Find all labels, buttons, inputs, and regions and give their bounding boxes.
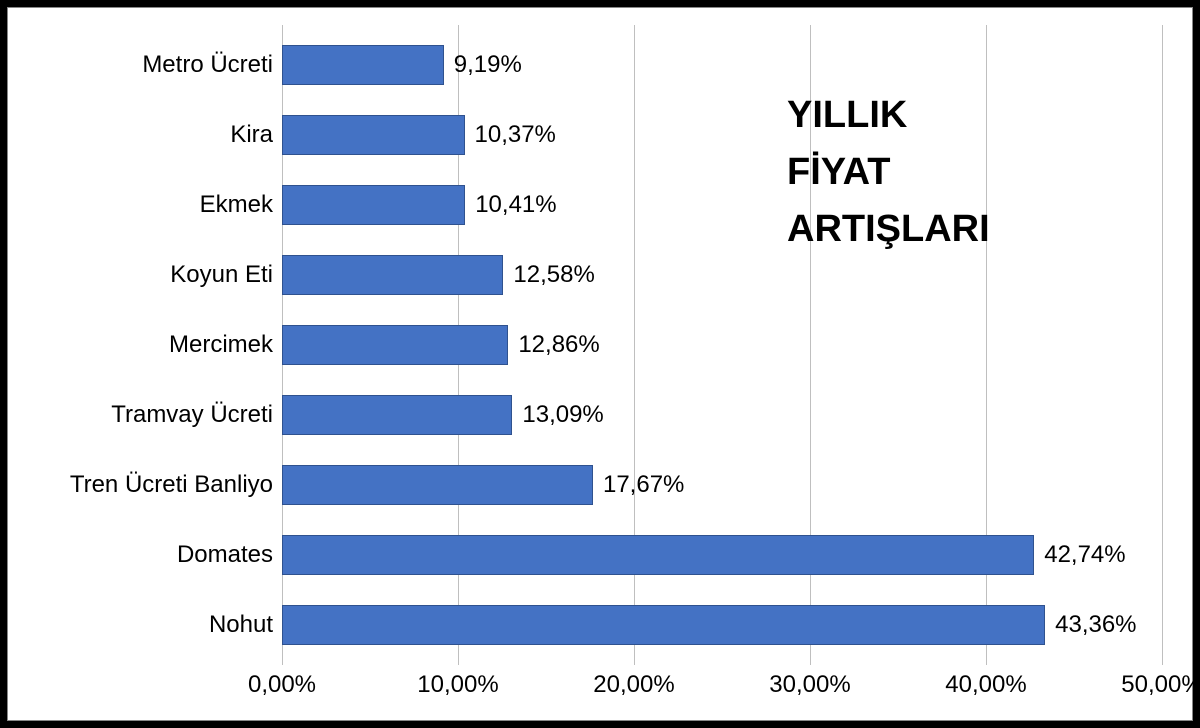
x-tick-label: 50,00%	[1102, 671, 1200, 699]
bar-value-label: 9,19%	[444, 45, 522, 85]
bar-value-label: 13,09%	[512, 395, 603, 435]
category-label: Kira	[23, 115, 273, 155]
category-label: Mercimek	[23, 325, 273, 365]
bar-row: 12,86%	[282, 325, 1162, 365]
x-tick-label: 20,00%	[574, 671, 694, 699]
bar-row: 10,41%	[282, 185, 1162, 225]
category-label: Ekmek	[23, 185, 273, 225]
category-label: Tramvay Ücreti	[23, 395, 273, 435]
bar	[282, 465, 593, 505]
bar	[282, 255, 503, 295]
bar	[282, 535, 1034, 575]
chart-title: YILLIKFİYATARTIŞLARI	[787, 87, 990, 258]
bar-value-label: 12,58%	[503, 255, 594, 295]
chart-title-line: FİYAT	[787, 144, 990, 201]
bar	[282, 185, 465, 225]
chart-frame: 9,19% 10,37% 10,41% 12,58% 12,86% 13,09% 17,67…	[6, 6, 1194, 722]
chart-title-line: YILLIK	[787, 87, 990, 144]
plot-area: 9,19% 10,37% 10,41% 12,58% 12,86% 13,09% 17,67…	[282, 25, 1162, 665]
bar-row: 43,36%	[282, 605, 1162, 645]
chart-title-line: ARTIŞLARI	[787, 201, 990, 258]
bar-value-label: 17,67%	[593, 465, 684, 505]
bar-value-label: 42,74%	[1034, 535, 1125, 575]
bar-row: 9,19%	[282, 45, 1162, 85]
x-tick-label: 10,00%	[398, 671, 518, 699]
category-label: Nohut	[23, 605, 273, 645]
category-label: Koyun Eti	[23, 255, 273, 295]
bar-row: 10,37%	[282, 115, 1162, 155]
category-label: Tren Ücreti Banliyo	[23, 465, 273, 505]
gridline	[1162, 25, 1163, 665]
bar-value-label: 43,36%	[1045, 605, 1136, 645]
x-tick-label: 30,00%	[750, 671, 870, 699]
bar	[282, 115, 465, 155]
bar-row: 13,09%	[282, 395, 1162, 435]
bar-row: 12,58%	[282, 255, 1162, 295]
bar	[282, 605, 1045, 645]
bar-value-label: 12,86%	[508, 325, 599, 365]
bar-value-label: 10,37%	[465, 115, 556, 155]
bar-value-label: 10,41%	[465, 185, 556, 225]
bar	[282, 325, 508, 365]
x-tick-label: 40,00%	[926, 671, 1046, 699]
bar	[282, 395, 512, 435]
category-label: Metro Ücreti	[23, 45, 273, 85]
bar	[282, 45, 444, 85]
bar-row: 42,74%	[282, 535, 1162, 575]
x-tick-label: 0,00%	[222, 671, 342, 699]
category-label: Domates	[23, 535, 273, 575]
bar-row: 17,67%	[282, 465, 1162, 505]
